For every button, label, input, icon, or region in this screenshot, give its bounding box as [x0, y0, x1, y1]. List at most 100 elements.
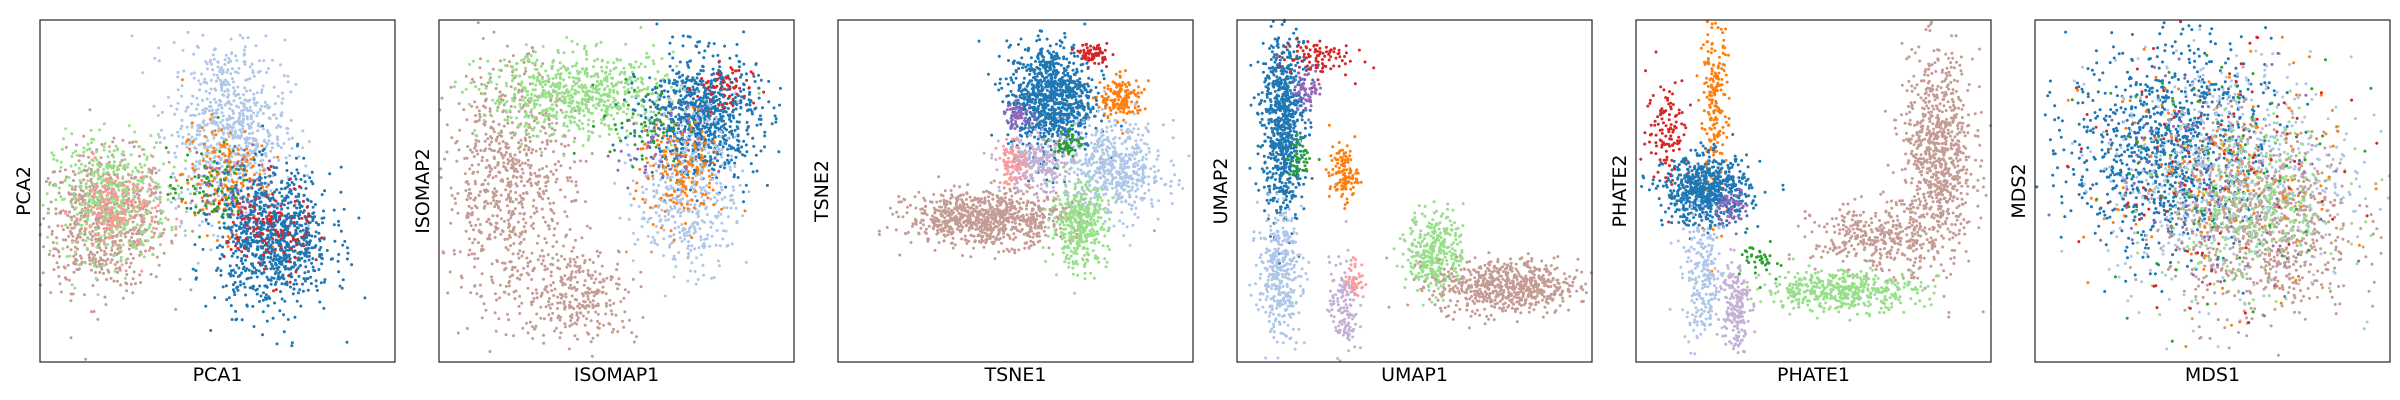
- pca-point-cluster-7: [264, 210, 267, 214]
- pca-point-cluster-7: [263, 175, 267, 179]
- pca-point-cluster-7: [244, 293, 248, 297]
- isomap-point-cluster-0: [473, 284, 477, 288]
- isomap-point-cluster-2: [567, 71, 571, 75]
- pca-point-cluster-5: [216, 205, 220, 209]
- pca-point-cluster-7: [294, 228, 298, 232]
- isomap-point-cluster-2: [584, 86, 588, 90]
- isomap-point-cluster-0: [517, 109, 521, 113]
- isomap-point-cluster-0: [502, 161, 506, 165]
- isomap-point-cluster-0: [491, 67, 495, 71]
- pca-point-cluster-3: [258, 168, 262, 172]
- pca-point-cluster-6: [240, 205, 244, 209]
- isomap-point-cluster-0: [474, 138, 478, 142]
- isomap-point-cluster-2: [571, 84, 574, 88]
- pca-point-cluster-7: [235, 263, 239, 267]
- pca-point-cluster-5: [166, 193, 170, 196]
- pca-point-cluster-8: [294, 270, 298, 274]
- isomap-point-cluster-0: [477, 118, 481, 122]
- isomap-point-cluster-0: [532, 198, 536, 202]
- pca-point-cluster-3: [286, 80, 290, 84]
- isomap-point-cluster-1: [581, 254, 585, 258]
- isomap-point-cluster-2: [551, 114, 555, 118]
- pca-point-cluster-7: [258, 207, 262, 211]
- pca-point-cluster-7: [259, 186, 263, 190]
- pca-point-cluster-3: [226, 126, 230, 130]
- pca-point-cluster-3: [234, 70, 237, 74]
- pca-point-cluster-7: [318, 248, 321, 252]
- isomap-point-cluster-0: [530, 46, 534, 49]
- isomap-point-cluster-0: [516, 276, 519, 280]
- isomap-point-cluster-0: [505, 142, 509, 146]
- pca-point-cluster-7: [297, 217, 301, 221]
- pca-point-cluster-1: [134, 247, 138, 251]
- isomap-point-cluster-0: [511, 165, 515, 169]
- pca-point-cluster-7: [302, 251, 306, 255]
- pca-point-cluster-8: [296, 237, 300, 241]
- isomap-point-cluster-2: [630, 86, 634, 90]
- isomap-point-cluster-0: [493, 205, 497, 209]
- pca-point-cluster-1: [166, 198, 170, 202]
- pca-point-cluster-2: [121, 192, 125, 196]
- pca-point-cluster-3: [284, 156, 288, 160]
- pca-point-cluster-7: [209, 329, 213, 332]
- isomap-point-cluster-1: [553, 287, 557, 291]
- isomap-point-cluster-2: [562, 121, 566, 125]
- pca-point-cluster-3: [249, 126, 253, 129]
- isomap-point-cluster-0: [476, 21, 480, 25]
- pca-point-cluster-7: [243, 173, 247, 177]
- pca-point-cluster-0: [66, 226, 70, 230]
- pca-point-cluster-3: [248, 161, 252, 165]
- pca-point-cluster-0: [55, 236, 59, 240]
- pca-point-cluster-1: [80, 162, 83, 166]
- isomap-point-cluster-0: [534, 174, 538, 178]
- pca-point-cluster-2: [116, 267, 120, 271]
- pca-point-cluster-0: [131, 277, 135, 281]
- pca-point-cluster-7: [279, 256, 283, 260]
- pca-point-cluster-3: [202, 80, 206, 84]
- isomap-point-cluster-0: [474, 144, 478, 148]
- isomap-point-cluster-2: [622, 110, 626, 114]
- pca-point-cluster-1: [47, 183, 51, 187]
- pca-point-cluster-7: [250, 199, 253, 203]
- pca-point-cluster-3: [270, 146, 274, 150]
- pca-point-cluster-7: [304, 222, 308, 226]
- isomap-point-cluster-1: [549, 270, 553, 274]
- pca-point-cluster-3: [157, 46, 161, 50]
- pca-point-cluster-6: [224, 159, 228, 163]
- pca-point-cluster-3: [221, 132, 225, 136]
- pca-point-cluster-0: [116, 279, 119, 283]
- pca-point-cluster-1: [70, 202, 73, 206]
- pca-point-cluster-7: [260, 181, 264, 185]
- isomap-point-cluster-1: [598, 251, 602, 255]
- pca-point-cluster-5: [200, 152, 203, 156]
- pca-point-cluster-5: [164, 146, 168, 150]
- pca-point-cluster-5: [198, 191, 202, 195]
- pca-point-cluster-3: [162, 136, 166, 140]
- pca-point-cluster-1: [84, 210, 88, 214]
- isomap-point-cluster-2: [592, 65, 595, 69]
- pca-point-cluster-0: [134, 214, 137, 218]
- isomap-point-cluster-1: [556, 307, 559, 310]
- isomap-point-cluster-2: [634, 60, 638, 64]
- isomap-point-cluster-2: [575, 100, 579, 104]
- pca-point-cluster-0: [162, 228, 166, 231]
- pca-point-cluster-3: [220, 106, 224, 110]
- isomap-point-cluster-0: [522, 225, 526, 229]
- pca-point-cluster-0: [162, 251, 166, 255]
- isomap-point-cluster-1: [542, 333, 545, 337]
- pca-point-cluster-1: [96, 162, 99, 166]
- pca-point-cluster-3: [220, 164, 224, 168]
- pca-point-cluster-4: [215, 173, 219, 177]
- isomap-point-cluster-1: [542, 277, 545, 281]
- pca-point-cluster-8: [262, 267, 266, 271]
- pca-point-cluster-3: [199, 82, 203, 86]
- pca-point-cluster-7: [339, 229, 343, 233]
- pca-point-cluster-3: [225, 101, 229, 105]
- pca-point-cluster-5: [225, 198, 228, 202]
- isomap-point-cluster-2: [609, 127, 613, 131]
- pca-point-cluster-0: [88, 262, 92, 266]
- isomap-point-cluster-2: [517, 91, 521, 95]
- isomap-point-cluster-0: [523, 136, 527, 140]
- pca-point-cluster-3: [258, 59, 261, 63]
- pca-point-cluster-7: [258, 200, 262, 204]
